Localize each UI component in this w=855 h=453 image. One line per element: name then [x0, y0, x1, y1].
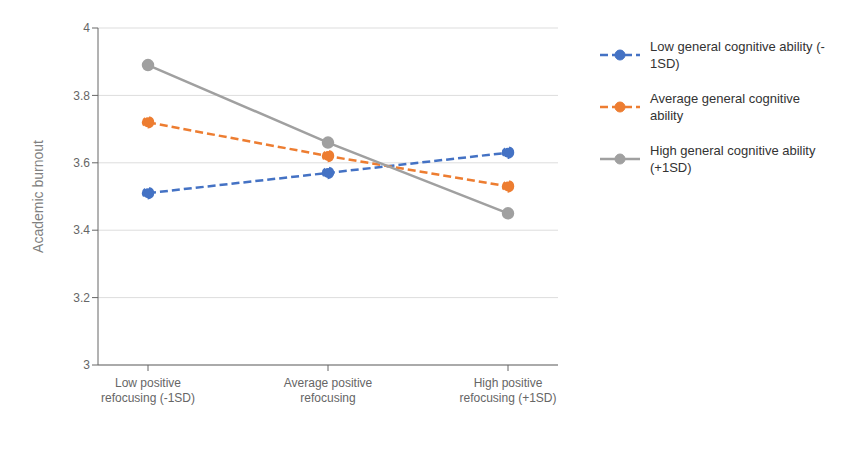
svg-text:3: 3	[83, 358, 90, 372]
svg-text:Academic burnout: Academic burnout	[30, 140, 46, 253]
svg-text:4: 4	[83, 21, 90, 35]
svg-text:3.6: 3.6	[73, 156, 90, 170]
html-text:Low general cognitive ability: Low general cognitive ability (- 1SD)	[650, 39, 825, 71]
html-text:Average general cognitive abil: Average general cognitive ability	[650, 91, 801, 123]
svg-text:Low positiverefocusing (-1SD): Low positiverefocusing (-1SD)	[101, 376, 195, 405]
svg-text:3.2: 3.2	[73, 291, 90, 305]
html-text:High general cognitive ability: High general cognitive ability (+1SD)	[650, 143, 816, 175]
svg-text:High positiverefocusing (+1SD): High positiverefocusing (+1SD)	[459, 376, 556, 405]
svg-text:Average positiverefocusing: Average positiverefocusing	[284, 376, 373, 405]
svg-text:3.4: 3.4	[73, 223, 90, 237]
svg-text:3.8: 3.8	[73, 89, 90, 103]
